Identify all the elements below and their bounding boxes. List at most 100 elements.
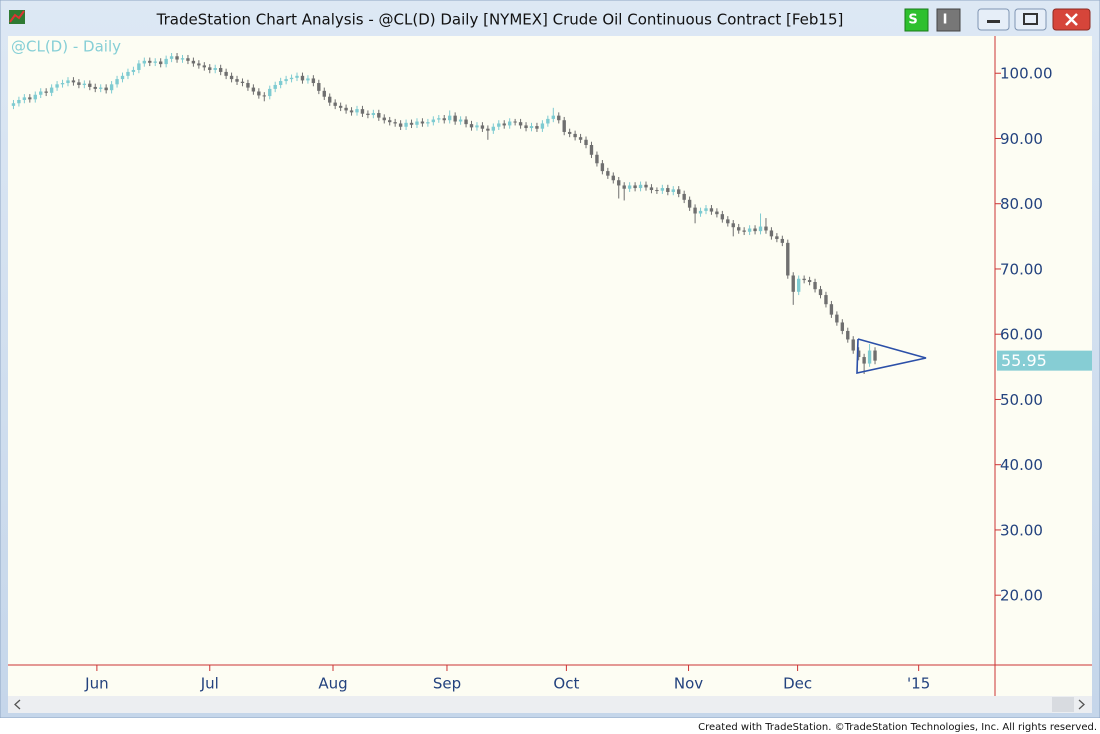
candle-body xyxy=(104,87,108,91)
candle-body xyxy=(551,115,555,119)
candle-body xyxy=(786,242,790,276)
minimize-button[interactable] xyxy=(977,8,1010,31)
candle-body xyxy=(726,219,730,224)
candle-body xyxy=(835,314,839,323)
candle-body xyxy=(442,118,446,121)
candle-body xyxy=(873,350,877,361)
candle-body xyxy=(33,94,37,100)
scroll-thumb[interactable] xyxy=(1052,697,1074,712)
candle-body xyxy=(278,81,283,85)
x-tick-label: Oct xyxy=(553,675,579,693)
candle-body xyxy=(518,122,523,126)
last-price-box xyxy=(997,350,1092,371)
footer-bar xyxy=(0,718,1100,734)
y-tick-label: 70.00 xyxy=(1000,260,1043,278)
candle-body xyxy=(856,350,861,358)
y-tick-label: 20.00 xyxy=(1000,587,1043,605)
candle-body xyxy=(224,71,228,76)
candle-body xyxy=(846,330,850,340)
y-tick-label: 90.00 xyxy=(1000,130,1043,148)
y-tick-label: 50.00 xyxy=(1000,391,1043,409)
candle-body xyxy=(600,163,605,172)
candle-body xyxy=(17,99,21,104)
candle-body xyxy=(753,228,757,232)
scroll-right[interactable] xyxy=(1078,699,1085,710)
candle-body xyxy=(142,60,147,64)
candle-body xyxy=(289,77,294,80)
candle-body xyxy=(818,289,823,296)
candle-body xyxy=(109,84,114,91)
candle-body xyxy=(88,83,92,87)
candle-body xyxy=(28,97,32,100)
candle-body xyxy=(671,189,675,192)
minimize-icon xyxy=(987,20,1000,23)
candle-body xyxy=(595,154,599,164)
candle-body xyxy=(524,125,528,129)
candle-body xyxy=(813,282,817,290)
candle-body xyxy=(655,190,659,192)
candle-body xyxy=(246,83,250,88)
candle-body xyxy=(164,58,168,65)
candle-body xyxy=(606,171,610,176)
candle-body xyxy=(235,79,239,82)
candle-body xyxy=(317,83,321,91)
candle-body xyxy=(737,227,741,231)
close-icon xyxy=(1065,13,1078,26)
x-tick-label: Aug xyxy=(318,675,347,693)
candle-body xyxy=(682,193,686,200)
candle-body xyxy=(420,121,425,124)
strategy-button-label[interactable]: S xyxy=(908,13,917,28)
footer: Created with TradeStation. ©TradeStation… xyxy=(698,722,1097,733)
candle-body xyxy=(497,123,501,127)
candle-body xyxy=(633,185,637,189)
candle-body xyxy=(649,187,654,191)
scrollbar[interactable] xyxy=(8,696,1092,713)
candle-body xyxy=(349,110,354,113)
candle-body xyxy=(687,199,692,208)
candle-body xyxy=(66,80,70,84)
candle-body xyxy=(469,124,474,128)
triangle-drawing xyxy=(856,338,927,374)
candle-body xyxy=(851,339,855,351)
scroll-left[interactable] xyxy=(14,699,21,710)
candle-body xyxy=(758,226,763,232)
candle-body xyxy=(180,58,185,60)
candle-body xyxy=(328,96,332,103)
candle-body xyxy=(60,83,65,85)
candle-body xyxy=(169,56,174,59)
candle-body xyxy=(660,188,665,191)
candle-body xyxy=(148,60,152,63)
candle-body xyxy=(257,91,261,96)
app-icon-line xyxy=(9,10,25,23)
candle-body xyxy=(617,180,621,186)
candle-body xyxy=(622,185,626,189)
candle-body xyxy=(513,121,517,123)
candle-body xyxy=(377,113,381,118)
candle-body xyxy=(175,56,179,60)
strategy-button[interactable] xyxy=(904,8,929,32)
candle-body xyxy=(791,275,795,292)
candle-body xyxy=(704,208,708,211)
y-tick-label: 30.00 xyxy=(1000,521,1043,539)
maximize-button[interactable] xyxy=(1014,8,1047,31)
candle-body xyxy=(306,78,310,81)
indicator-button-label[interactable]: I xyxy=(943,13,948,28)
indicator-button[interactable] xyxy=(936,8,961,32)
candle-body xyxy=(638,184,643,189)
candle-body xyxy=(480,125,485,129)
candle-body xyxy=(311,78,316,84)
candle-body xyxy=(775,236,779,239)
candle-body xyxy=(404,122,408,127)
window-title: TradeStation Chart Analysis - @CL(D) Dai… xyxy=(156,11,844,29)
candle-body xyxy=(589,145,594,155)
candle-body xyxy=(371,113,376,115)
candle-body xyxy=(366,113,370,115)
candle-body xyxy=(229,75,234,80)
candle-body xyxy=(862,357,866,364)
candle-body xyxy=(431,119,436,123)
candle-body xyxy=(567,131,572,134)
candle-body xyxy=(186,58,190,61)
candle-body xyxy=(409,122,414,125)
plot: 20.00 30.00 40.00 50.00 60.00 70.00 80.00 90.00… xyxy=(8,36,1092,696)
candle-body xyxy=(562,120,566,132)
